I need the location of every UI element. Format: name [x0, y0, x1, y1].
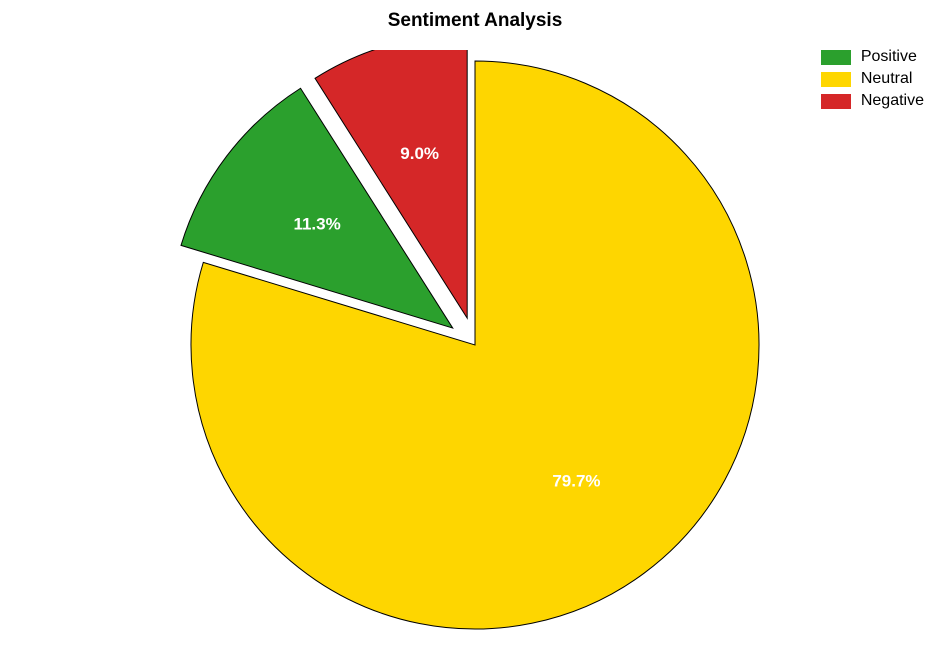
legend-swatch-positive [821, 50, 851, 65]
slice-label-positive: 11.3% [293, 214, 340, 233]
legend-label-neutral: Neutral [861, 70, 913, 88]
legend: Positive Neutral Negative [821, 48, 924, 114]
chart-title: Sentiment Analysis [0, 10, 950, 32]
legend-swatch-negative [821, 94, 851, 109]
legend-swatch-neutral [821, 72, 851, 87]
slice-label-negative: 9.0% [400, 144, 439, 163]
slice-label-neutral: 79.7% [552, 471, 600, 490]
legend-item-negative: Negative [821, 92, 924, 110]
pie-svg: 79.7% 11.3% 9.0% [0, 50, 950, 670]
legend-label-negative: Negative [861, 92, 924, 110]
legend-label-positive: Positive [861, 48, 917, 66]
legend-item-positive: Positive [821, 48, 924, 66]
sentiment-pie-chart: Sentiment Analysis 79.7% 11.3% 9.0% Positi… [0, 0, 950, 662]
legend-item-neutral: Neutral [821, 70, 924, 88]
